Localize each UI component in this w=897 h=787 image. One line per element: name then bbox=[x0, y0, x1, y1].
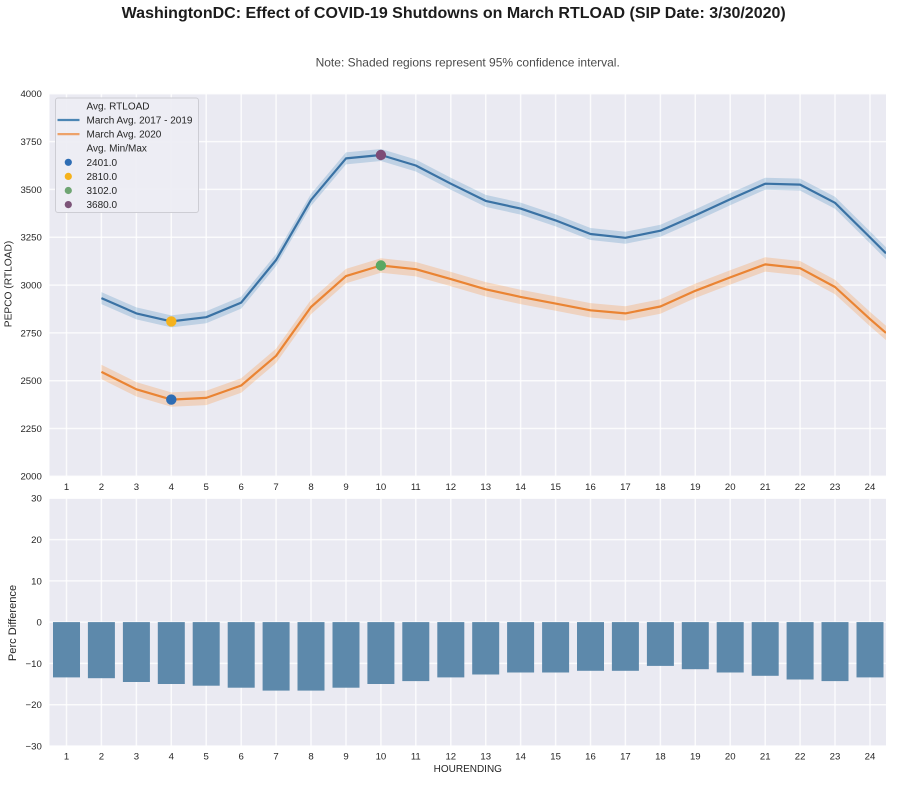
svg-text:24: 24 bbox=[865, 482, 876, 493]
svg-text:14: 14 bbox=[515, 482, 526, 493]
svg-text:3680.0: 3680.0 bbox=[87, 200, 118, 211]
svg-text:24: 24 bbox=[865, 752, 876, 763]
svg-text:19: 19 bbox=[690, 752, 701, 763]
svg-text:10: 10 bbox=[376, 752, 387, 763]
svg-text:2401.0: 2401.0 bbox=[87, 158, 118, 169]
svg-text:13: 13 bbox=[480, 482, 491, 493]
svg-text:7: 7 bbox=[273, 482, 278, 493]
svg-text:−30: −30 bbox=[26, 741, 42, 752]
svg-text:21: 21 bbox=[760, 752, 771, 763]
svg-text:21: 21 bbox=[760, 482, 771, 493]
svg-text:3: 3 bbox=[134, 482, 139, 493]
svg-text:2500: 2500 bbox=[20, 376, 41, 387]
svg-text:2750: 2750 bbox=[20, 328, 41, 339]
svg-text:2: 2 bbox=[99, 482, 104, 493]
svg-text:11: 11 bbox=[411, 752, 421, 763]
svg-text:18: 18 bbox=[655, 482, 666, 493]
svg-text:22: 22 bbox=[795, 752, 806, 763]
svg-text:8: 8 bbox=[308, 482, 313, 493]
svg-text:−20: −20 bbox=[26, 700, 42, 711]
svg-text:0: 0 bbox=[36, 618, 41, 629]
svg-text:9: 9 bbox=[343, 482, 348, 493]
svg-text:4: 4 bbox=[169, 752, 175, 763]
svg-text:March Avg. 2020: March Avg. 2020 bbox=[87, 130, 162, 141]
svg-text:7: 7 bbox=[273, 752, 278, 763]
svg-text:5: 5 bbox=[204, 752, 209, 763]
svg-text:11: 11 bbox=[411, 482, 421, 493]
svg-text:16: 16 bbox=[585, 752, 596, 763]
svg-text:23: 23 bbox=[830, 482, 841, 493]
svg-text:3: 3 bbox=[134, 752, 139, 763]
svg-text:18: 18 bbox=[655, 752, 666, 763]
svg-text:1: 1 bbox=[64, 752, 69, 763]
svg-text:−10: −10 bbox=[26, 659, 42, 670]
svg-text:Avg. Min/Max: Avg. Min/Max bbox=[87, 144, 147, 155]
svg-text:WashingtonDC: Effect of COVID-: WashingtonDC: Effect of COVID-19 Shutdow… bbox=[122, 5, 786, 22]
svg-text:HOURENDING: HOURENDING bbox=[434, 764, 503, 775]
svg-text:PEPCO (RTLOAD): PEPCO (RTLOAD) bbox=[3, 241, 14, 327]
svg-text:13: 13 bbox=[480, 752, 491, 763]
svg-text:20: 20 bbox=[725, 752, 736, 763]
svg-text:12: 12 bbox=[445, 482, 456, 493]
svg-text:23: 23 bbox=[830, 752, 841, 763]
svg-text:6: 6 bbox=[239, 752, 244, 763]
svg-text:4: 4 bbox=[169, 482, 175, 493]
svg-text:17: 17 bbox=[620, 482, 631, 493]
svg-text:10: 10 bbox=[376, 482, 387, 493]
svg-text:3102.0: 3102.0 bbox=[87, 186, 118, 197]
svg-text:4000: 4000 bbox=[20, 89, 41, 100]
svg-text:30: 30 bbox=[31, 494, 42, 505]
svg-text:16: 16 bbox=[585, 482, 596, 493]
svg-text:2250: 2250 bbox=[20, 424, 41, 435]
svg-text:15: 15 bbox=[550, 752, 561, 763]
svg-text:March Avg. 2017 - 2019: March Avg. 2017 - 2019 bbox=[87, 116, 193, 127]
svg-text:22: 22 bbox=[795, 482, 806, 493]
svg-text:9: 9 bbox=[343, 752, 348, 763]
svg-text:3000: 3000 bbox=[20, 280, 41, 291]
svg-text:17: 17 bbox=[620, 752, 631, 763]
svg-text:3750: 3750 bbox=[20, 137, 41, 148]
svg-text:6: 6 bbox=[239, 482, 244, 493]
svg-text:Note: Shaded regions represent: Note: Shaded regions represent 95% confi… bbox=[316, 56, 620, 70]
svg-text:10: 10 bbox=[31, 576, 42, 587]
svg-text:2: 2 bbox=[99, 752, 104, 763]
svg-text:8: 8 bbox=[308, 752, 313, 763]
svg-text:3500: 3500 bbox=[20, 185, 41, 196]
svg-text:12: 12 bbox=[445, 752, 456, 763]
svg-text:2810.0: 2810.0 bbox=[87, 172, 118, 183]
svg-text:Avg. RTLOAD: Avg. RTLOAD bbox=[87, 101, 150, 112]
svg-text:Perc Difference: Perc Difference bbox=[7, 585, 19, 661]
svg-text:19: 19 bbox=[690, 482, 701, 493]
svg-text:1: 1 bbox=[64, 482, 69, 493]
svg-text:5: 5 bbox=[204, 482, 209, 493]
svg-text:20: 20 bbox=[725, 482, 736, 493]
svg-text:14: 14 bbox=[515, 752, 526, 763]
svg-text:20: 20 bbox=[31, 535, 42, 546]
svg-text:3250: 3250 bbox=[20, 233, 41, 244]
svg-text:15: 15 bbox=[550, 482, 561, 493]
svg-text:2000: 2000 bbox=[20, 472, 41, 483]
